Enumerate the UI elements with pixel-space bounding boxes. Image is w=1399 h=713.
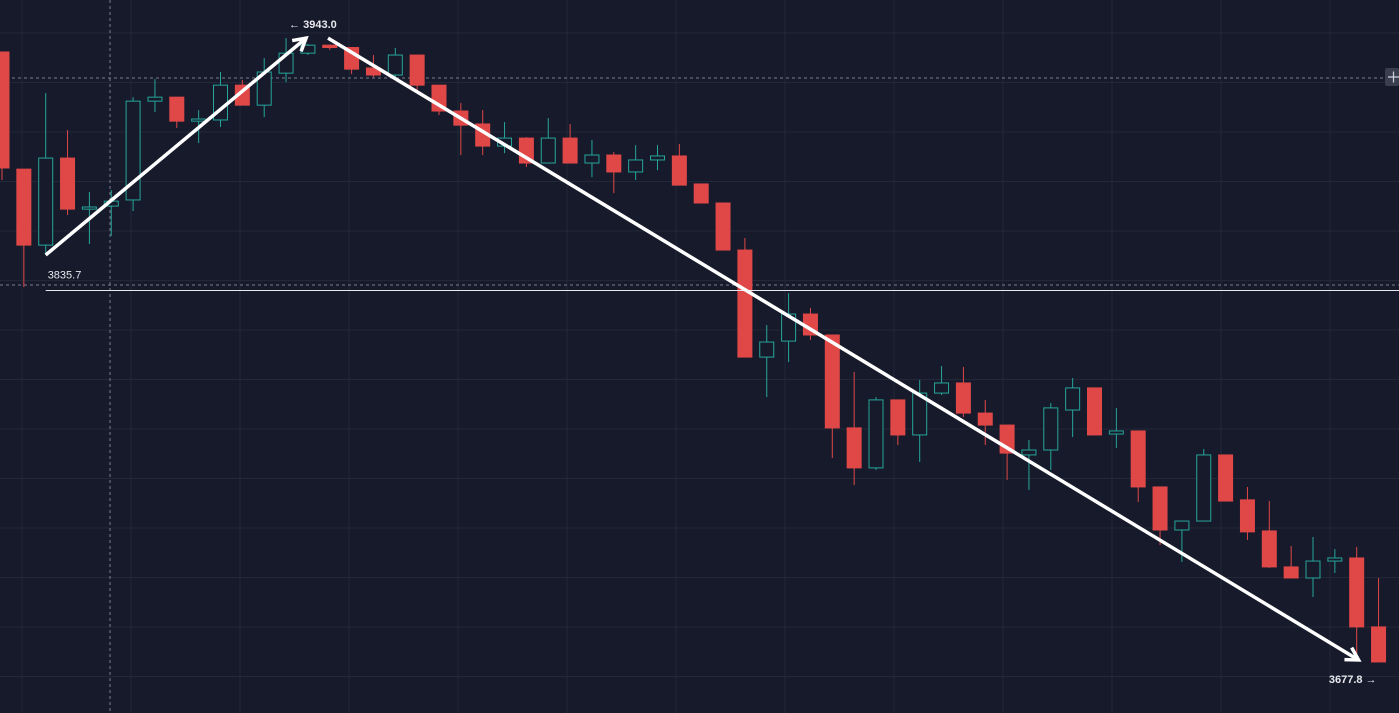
candle-body	[1218, 454, 1234, 502]
candle-body	[934, 382, 950, 394]
candle-body	[1021, 449, 1037, 456]
candle-body	[1239, 499, 1255, 533]
candle-body	[1087, 387, 1102, 436]
candle-body	[1261, 530, 1277, 568]
trough-label: 3677.8 →	[1329, 674, 1377, 686]
candle-body	[868, 399, 884, 469]
candle-body	[322, 44, 338, 49]
candle-body	[759, 341, 775, 358]
candle-body	[540, 137, 556, 164]
candle-body	[671, 155, 687, 186]
candle-body	[562, 137, 578, 164]
candle-body	[1327, 557, 1343, 562]
candle-body	[737, 249, 753, 358]
candle-body	[125, 100, 141, 201]
trend-arrow	[327, 36, 1362, 662]
candle-body	[1283, 566, 1299, 579]
plot: 3835.7 ← 3943.0 3677.8 →	[0, 19, 1399, 686]
trend-arrow	[44, 35, 309, 257]
level-label: 3835.7	[48, 269, 82, 281]
candle-body	[1305, 560, 1321, 579]
candle-body	[628, 159, 644, 173]
candle-body	[409, 54, 425, 86]
candle-body	[169, 96, 185, 122]
candle-body	[846, 427, 862, 469]
add-button[interactable]	[1385, 68, 1399, 86]
candle-body	[650, 155, 665, 161]
candle-body	[1130, 430, 1146, 488]
candle-body	[955, 382, 971, 414]
candle-body	[60, 157, 76, 210]
candle-body	[1371, 626, 1387, 663]
candle-body	[912, 392, 928, 436]
candle-body	[890, 399, 906, 436]
candle-body	[147, 96, 163, 102]
candle-body	[1349, 557, 1365, 628]
peak-label: ← 3943.0	[289, 19, 337, 31]
candle-body	[1196, 454, 1212, 522]
candle-body	[16, 168, 32, 246]
candle-body	[387, 54, 403, 76]
candle-body	[1152, 486, 1168, 531]
candle-body	[1043, 407, 1059, 451]
candle-body	[0, 51, 10, 169]
candle-body	[1174, 520, 1190, 531]
candle-body	[977, 412, 993, 426]
candle-body	[81, 206, 97, 210]
candle-body	[38, 157, 54, 246]
candle-body	[191, 118, 207, 122]
candle-body	[1108, 430, 1124, 435]
candle-body	[715, 202, 731, 251]
candle-body	[606, 154, 622, 173]
candle-body	[1065, 387, 1081, 411]
candle-body	[693, 183, 709, 204]
candle-body	[584, 154, 600, 164]
candle-body	[824, 334, 840, 429]
candle-body	[300, 44, 316, 54]
